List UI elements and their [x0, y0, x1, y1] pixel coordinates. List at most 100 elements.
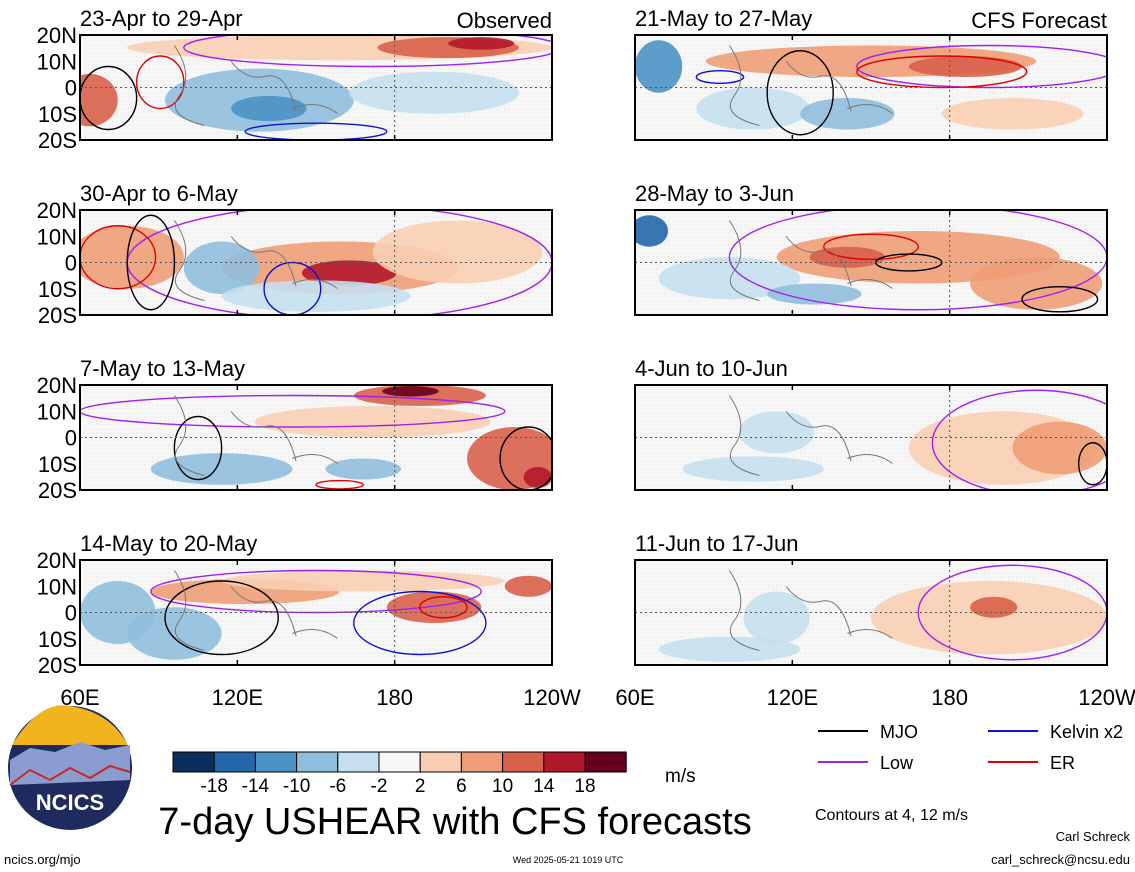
forecast-header: CFS Forecast	[971, 8, 1107, 33]
filtered-contour	[856, 44, 1107, 89]
panel-frame	[79, 384, 553, 491]
filtered-contour	[80, 225, 157, 290]
colorbar-swatch	[378, 751, 421, 773]
panel-period-label: 23-Apr to 29-Apr	[80, 6, 243, 31]
shear-anomaly-region	[127, 607, 222, 660]
shear-anomaly-region	[504, 575, 552, 597]
contours-note: Contours at 4, 12 m/s	[815, 807, 968, 824]
colorbar-swatch	[213, 751, 256, 773]
y-tick-label: 10N	[37, 224, 77, 249]
shear-anomaly-region	[382, 386, 439, 397]
filtered-contour	[135, 55, 185, 110]
panel-period-label: 11-Jun to 17-Jun	[635, 531, 798, 556]
coastline	[728, 220, 893, 301]
colorbar-swatch	[254, 751, 298, 773]
coastline	[728, 395, 893, 476]
shear-anomaly-region	[970, 596, 1018, 618]
colorbar-swatch	[543, 751, 586, 773]
shear-anomaly-region	[635, 40, 683, 93]
colorbar-swatch	[419, 751, 462, 773]
shear-anomaly-region	[325, 458, 401, 480]
colorbar-tick-label: 10	[492, 776, 513, 797]
filtered-contour	[931, 389, 1107, 490]
colorbar-tick-label: -14	[242, 776, 270, 797]
x-tick-label: 120E	[212, 685, 263, 710]
y-tick-label: 10S	[38, 277, 77, 302]
shear-anomaly-region	[254, 406, 491, 438]
panel-period-label: 4-Jun to 10-Jun	[635, 356, 788, 381]
shear-anomaly-region	[80, 225, 184, 289]
shear-anomaly-region	[221, 570, 505, 592]
colorbar-swatch	[296, 751, 339, 773]
y-tick-label: 10S	[38, 452, 77, 477]
shear-anomaly-region	[349, 71, 519, 114]
filtered-contour	[419, 596, 468, 619]
filtered-contour	[183, 35, 552, 68]
shear-anomaly-region	[767, 283, 862, 305]
colorbar-swatch	[502, 751, 545, 773]
shear-anomaly-region	[1012, 421, 1107, 475]
colorbar-tick-label: -6	[329, 776, 346, 797]
filtered-contour	[728, 210, 1107, 311]
y-tick-label: 10S	[38, 627, 77, 652]
shear-anomaly-region	[448, 37, 515, 50]
panel-frame	[634, 559, 1108, 666]
y-tick-label: 0	[65, 251, 77, 276]
y-tick-label: 10N	[37, 399, 77, 424]
shear-anomaly-region	[908, 56, 1023, 77]
panel-period-label: 21-May to 27-May	[635, 6, 812, 31]
colorbar-tick-label: 2	[415, 776, 426, 797]
x-tick-label: 120W	[523, 685, 581, 710]
shear-anomaly-region	[682, 456, 824, 482]
filtered-contour	[1021, 285, 1099, 313]
coastline	[173, 45, 338, 126]
filtered-contour	[126, 214, 176, 311]
colorbar-tick-label: -10	[283, 776, 310, 797]
map-panel: 28-May to 3-Jun	[634, 181, 1108, 316]
y-tick-label: 10S	[38, 102, 77, 127]
panel-period-label: 7-May to 13-May	[80, 356, 245, 381]
legend-label: Kelvin x2	[1050, 722, 1123, 742]
y-tick-label: 10N	[37, 574, 77, 599]
y-tick-label: 20S	[38, 478, 77, 503]
author-name: Carl Schreck	[1056, 829, 1131, 844]
y-tick-label: 0	[65, 601, 77, 626]
colorbar-swatch	[337, 751, 380, 773]
colorbar-tick-label: 18	[574, 776, 595, 797]
filtered-contour	[80, 65, 138, 131]
colorbar-tick-label: -18	[200, 776, 227, 797]
colorbar-tick-label: -2	[371, 776, 388, 797]
logo-text: NCICS	[36, 790, 104, 815]
map-panel: 11-Jun to 17-Jun	[634, 531, 1108, 666]
panel-frame	[634, 34, 1108, 141]
colorbar-swatch	[460, 751, 504, 773]
ncics-logo: NCICS	[8, 705, 132, 830]
panel-frame	[634, 384, 1108, 491]
shear-anomaly-region	[871, 581, 1107, 655]
panel-period-label: 30-Apr to 6-May	[80, 181, 238, 206]
shear-anomaly-region	[800, 98, 895, 130]
colorbar-unit: m/s	[665, 766, 696, 787]
filtered-contour	[244, 122, 388, 140]
timestamp: Wed 2025-05-21 1019 UTC	[513, 855, 624, 865]
shear-anomaly-region	[696, 87, 810, 130]
contour-legend: MJO Kelvin x2 Low ER	[818, 722, 1123, 773]
shear-anomaly-region	[970, 257, 1103, 310]
colorbar-swatch	[584, 751, 627, 773]
colorbar-tick-label: 14	[533, 776, 555, 797]
coastline	[173, 395, 338, 476]
shear-anomaly-region	[738, 411, 815, 454]
coastline	[173, 570, 338, 651]
panel-period-label: 28-May to 3-Jun	[635, 181, 794, 206]
filtered-contour	[173, 415, 223, 481]
y-tick-label: 0	[65, 426, 77, 451]
shear-anomaly-region	[150, 453, 293, 485]
filtered-contour	[164, 580, 279, 656]
shear-anomaly-region	[183, 241, 260, 294]
site-link[interactable]: ncics.org/mjo	[4, 852, 81, 867]
legend-label: ER	[1050, 753, 1075, 773]
